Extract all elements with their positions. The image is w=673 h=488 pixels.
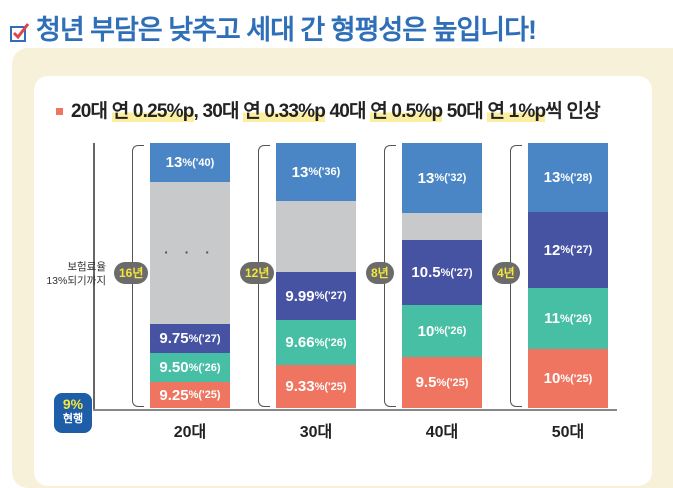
segment-unit: % <box>434 325 445 337</box>
segment-value: 13 <box>291 163 309 181</box>
segment-unit: % <box>188 332 199 345</box>
segment-value: 11 <box>544 310 560 327</box>
x-tick-label: 50대 <box>551 424 585 441</box>
segment-unit: % <box>560 372 571 385</box>
segment-unit: % <box>188 389 199 401</box>
segment-unit: % <box>308 166 319 178</box>
segment-unit: % <box>188 361 199 374</box>
segment-unit: % <box>314 290 325 302</box>
bar-segment-y2025: 9.25% ('25) <box>150 382 230 408</box>
segment-year: ('27) <box>450 266 473 279</box>
bar-segment-y2025: 9.5% ('25) <box>402 357 482 408</box>
bar-segment-y2027: 12% ('27) <box>528 212 608 288</box>
segment-year: ('26) <box>444 325 467 337</box>
bar-segment-final: 13% ('36) <box>276 143 356 201</box>
segment-unit: % <box>314 336 325 349</box>
bar-segment-y2025: 10% ('25) <box>528 349 608 408</box>
segment-year: ('26) <box>198 361 221 374</box>
subtitle-part: 40대 <box>325 101 371 122</box>
bar-segment-y2026: 9.66% ('26) <box>276 320 356 365</box>
ellipsis: · · · <box>164 244 216 260</box>
bar-segment-final: 13% ('40) <box>150 143 230 182</box>
years-badge: 8년 <box>366 262 394 284</box>
subtitle-part: 50대 <box>442 101 488 122</box>
segment-unit: % <box>560 244 571 256</box>
segment-value: 13 <box>165 154 183 171</box>
segment-unit: % <box>314 380 325 393</box>
bar-segment-y2027: 9.75% ('27) <box>150 324 230 353</box>
current-rate-badge: 9% 현행 <box>54 393 92 433</box>
segment-unit: % <box>560 171 571 184</box>
segment-value: 13 <box>543 169 561 186</box>
checkbox-icon <box>10 18 30 42</box>
subtitle-part: , 30대 <box>193 101 244 122</box>
segment-year: ('27) <box>570 244 593 256</box>
segment-year: ('26) <box>324 336 347 349</box>
subtitle-part: 20대 <box>71 101 112 122</box>
segment-year: ('32) <box>444 172 467 184</box>
segment-unit: % <box>434 172 445 184</box>
title-text: 청년 부담은 낮추고 세대 간 형평성은 높입니다! <box>36 15 537 45</box>
bar-segment-gap <box>402 213 482 240</box>
page-title: 청년 부담은 낮추고 세대 간 형평성은 높입니다! <box>10 8 537 47</box>
subtitle-part: 연 1%p <box>487 101 546 122</box>
subtitle-part: 씩 인상 <box>545 101 600 122</box>
bar-segment-gap: · · · <box>150 182 230 324</box>
segment-unit: % <box>559 312 570 325</box>
bar-segment-final: 13% ('32) <box>402 143 482 213</box>
segment-value: 13 <box>417 169 435 187</box>
years-badge: 4년 <box>492 262 520 284</box>
segment-value: 9.75 <box>159 330 189 347</box>
x-tick-label: 30대 <box>299 424 333 441</box>
segment-unit: % <box>182 156 193 169</box>
segment-year: ('25) <box>570 372 593 385</box>
bar-segment-final: 13% ('28) <box>528 143 608 212</box>
bullet-icon <box>56 108 63 116</box>
segment-year: ('27) <box>198 332 221 345</box>
segment-year: ('40) <box>192 156 215 169</box>
segment-value: 9.33 <box>285 378 315 395</box>
y-label-line2: 13%되기까지 <box>46 275 106 287</box>
segment-year: ('25) <box>324 380 347 393</box>
segment-value: 10 <box>543 370 561 387</box>
segment-year: ('27) <box>324 290 347 302</box>
bar-segment-y2026: 9.50% ('26) <box>150 353 230 382</box>
bar-segment-y2026: 10% ('26) <box>402 305 482 357</box>
bar-segment-y2027: 9.99% ('27) <box>276 272 356 320</box>
segment-value: 9.25 <box>159 386 189 404</box>
segment-year: ('28) <box>570 171 593 184</box>
segment-value: 9.66 <box>285 334 315 351</box>
segment-year: ('26) <box>569 312 592 325</box>
subtitle: 20대 연 0.25%p, 30대 연 0.33%p 40대 연 0.5%p 5… <box>56 96 601 123</box>
y-axis-label: 보험료율 13%되기까지 <box>44 260 106 288</box>
segment-value: 10 <box>417 322 435 340</box>
x-tick-label: 20대 <box>173 424 207 441</box>
y-axis-line <box>93 143 95 411</box>
bar-segment-y2026: 11% ('26) <box>528 288 608 349</box>
segment-unit: % <box>440 266 451 279</box>
bar-segment-gap <box>276 201 356 272</box>
years-badge: 16년 <box>114 262 149 284</box>
segment-value: 9.99 <box>285 287 315 305</box>
segment-year: ('25) <box>446 376 469 389</box>
current-rate-label: 현행 <box>62 413 84 425</box>
current-rate-value: 9% <box>62 396 84 412</box>
x-tick-label: 40대 <box>425 424 459 441</box>
segment-value: 9.50 <box>159 359 189 376</box>
subtitle-part: 연 0.25%p <box>111 101 194 122</box>
y-label-line1: 보험료율 <box>67 261 106 273</box>
segment-value: 10.5 <box>411 264 441 281</box>
segment-unit: % <box>436 376 447 389</box>
x-axis-line <box>93 409 617 411</box>
segment-year: ('25) <box>198 389 221 401</box>
subtitle-part: 연 0.33%p <box>243 101 326 122</box>
segment-year: ('36) <box>318 166 341 178</box>
years-badge: 12년 <box>240 262 275 284</box>
segment-value: 9.5 <box>415 374 437 391</box>
segment-value: 12 <box>543 241 561 259</box>
subtitle-part: 연 0.5%p <box>370 101 443 122</box>
bar-segment-y2025: 9.33% ('25) <box>276 365 356 408</box>
bar-segment-y2027: 10.5% ('27) <box>402 240 482 305</box>
